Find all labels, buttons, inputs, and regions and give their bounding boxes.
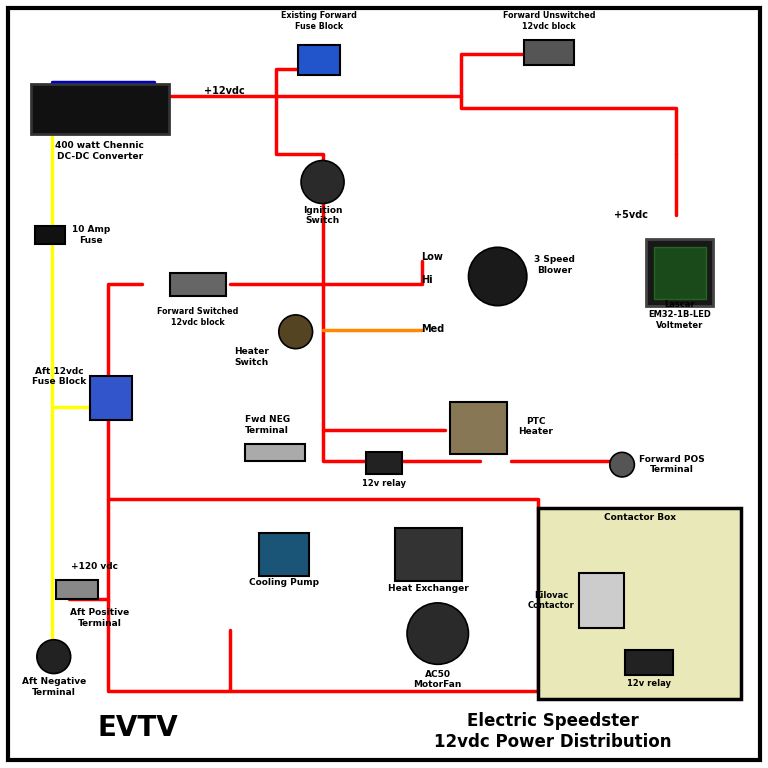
- Circle shape: [610, 452, 634, 477]
- Text: Aft 12vdc
Fuse Block: Aft 12vdc Fuse Block: [31, 366, 86, 386]
- Text: 10 Amp
Fuse: 10 Amp Fuse: [72, 225, 111, 245]
- Text: 3 Speed
Blower: 3 Speed Blower: [534, 255, 574, 275]
- Text: Ignition
Switch: Ignition Switch: [303, 206, 343, 225]
- Circle shape: [301, 161, 344, 204]
- Text: Hi: Hi: [421, 275, 432, 286]
- Bar: [450, 402, 507, 454]
- Bar: [524, 39, 574, 65]
- Text: 12v relay: 12v relay: [627, 679, 671, 688]
- Bar: [579, 573, 624, 628]
- Text: Existing Forward
Fuse Block: Existing Forward Fuse Block: [281, 12, 356, 31]
- Text: EVTV: EVTV: [98, 714, 179, 742]
- Bar: [646, 239, 713, 306]
- Text: Forward POS
Terminal: Forward POS Terminal: [639, 455, 705, 475]
- Text: +12vdc: +12vdc: [204, 85, 244, 96]
- Text: 400 watt Chennic
DC-DC Converter: 400 watt Chennic DC-DC Converter: [55, 141, 144, 161]
- Text: 12v relay: 12v relay: [362, 479, 406, 488]
- Bar: [538, 508, 741, 699]
- Text: Heat Exchanger: Heat Exchanger: [388, 584, 469, 593]
- Text: Forward Switched
12vdc block: Forward Switched 12vdc block: [157, 307, 239, 326]
- Circle shape: [407, 603, 468, 664]
- Bar: [170, 273, 226, 296]
- Bar: [625, 650, 673, 675]
- Bar: [260, 533, 310, 576]
- Text: PTC
Heater: PTC Heater: [518, 416, 553, 436]
- Bar: [56, 581, 98, 599]
- Bar: [91, 376, 132, 420]
- Text: Kilovac
Contactor: Kilovac Contactor: [528, 591, 574, 611]
- Text: +5vdc: +5vdc: [614, 210, 648, 220]
- Text: Low: Low: [421, 252, 442, 263]
- Bar: [31, 84, 169, 134]
- Text: Forward Unswitched
12vdc block: Forward Unswitched 12vdc block: [503, 12, 595, 31]
- Bar: [395, 528, 462, 581]
- Text: Heater
Switch: Heater Switch: [234, 347, 269, 366]
- Text: Electric Speedster
12vdc Power Distribution: Electric Speedster 12vdc Power Distribut…: [434, 712, 672, 750]
- Bar: [297, 45, 339, 75]
- Text: Aft Negative
Terminal: Aft Negative Terminal: [22, 677, 86, 697]
- Text: Cooling Pump: Cooling Pump: [249, 578, 319, 587]
- Text: Lascar
EM32-1B-LED
Voltmeter: Lascar EM32-1B-LED Voltmeter: [648, 300, 711, 329]
- Circle shape: [279, 315, 313, 349]
- Circle shape: [468, 247, 527, 306]
- Bar: [654, 247, 706, 299]
- Text: Fwd NEG
Terminal: Fwd NEG Terminal: [245, 415, 290, 435]
- Text: AC50
MotorFan: AC50 MotorFan: [414, 670, 462, 689]
- Bar: [366, 452, 402, 474]
- Bar: [245, 444, 305, 461]
- Bar: [35, 226, 65, 244]
- Text: Contactor Box: Contactor Box: [604, 513, 676, 522]
- Text: Med: Med: [421, 323, 444, 334]
- Text: +120 vdc: +120 vdc: [71, 562, 118, 571]
- Circle shape: [37, 640, 71, 674]
- Text: Aft Positive
Terminal: Aft Positive Terminal: [70, 608, 130, 627]
